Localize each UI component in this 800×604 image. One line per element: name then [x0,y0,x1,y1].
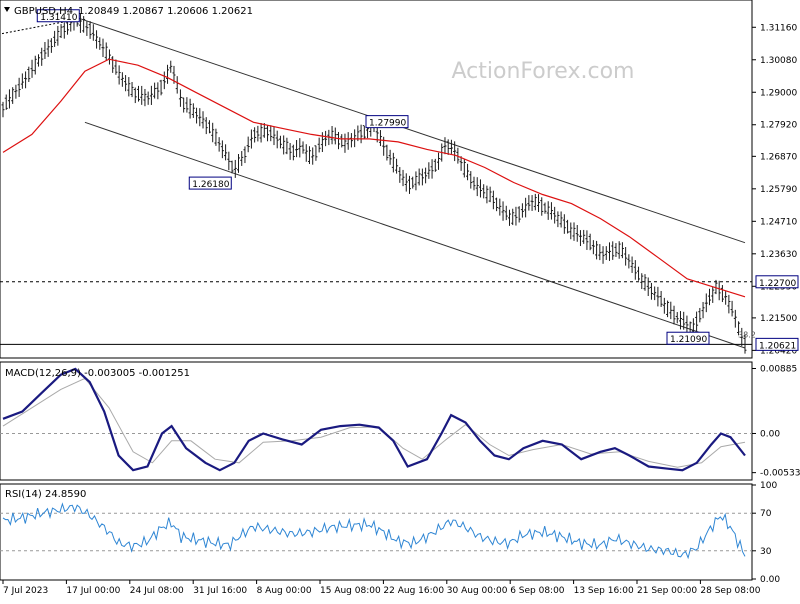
price-y-tick-label: 1.21500 [760,314,797,324]
price-annotation-box [188,176,232,190]
price-y-tick-label: 1.26870 [760,152,797,162]
rsi-y-tick-label: 0.00 [760,575,780,585]
price-panel-frame [0,0,753,359]
price-y-tick-label: 1.27920 [760,121,797,131]
price-annotation-label: 1.22700 [759,279,796,289]
high-approach-line [1,19,76,35]
price-annotation-box [365,115,409,129]
macd-panel-frame [0,361,753,481]
symbol-label: GBPUSD,H4 [14,6,73,17]
watermark: ActionForex.com [452,59,635,84]
x-tick-label: 22 Aug 16:00 [383,586,444,596]
macd-title: MACD(12,26,9) -0.003005 -0.001251 [5,368,190,379]
macd-line [2,367,746,472]
price-y-tick-label: 1.24710 [760,217,797,227]
channel-upper-trendline [75,16,746,244]
macd-y-tick-label: 0.00 [760,429,780,439]
collapse-triangle-icon[interactable] [4,7,10,12]
ohlc-label: 1.20849 1.20867 1.20606 1.20621 [78,6,253,17]
price-annotation-label: 1.21090 [670,335,707,345]
price-annotation-label: 1.31410 [40,13,77,23]
fib-level-label: 38.2 [738,330,756,339]
macd-y-tick-label: 0.00885 [760,365,797,375]
rsi-y-tick-label: 100 [760,481,777,491]
channel-lower-trendline [84,121,746,349]
rsi-y-tick-label: 30 [760,547,772,557]
x-tick-label: 15 Aug 08:00 [320,586,381,596]
macd-y-tick-label: -0.005334 [760,469,800,479]
price-annotation-label: 1.26180 [192,180,229,190]
x-axis: 7 Jul 2023 17 Jul 00:00 24 Jul 08:00 31 Jul… [2,580,761,596]
rsi-panel: 100 70 30 0.00 [0,481,780,585]
price-y-tick-label: 1.29000 [760,88,797,98]
rsi-line [2,502,746,560]
moving-average-line [2,58,746,298]
x-tick-label: 7 Jul 2023 [3,586,48,596]
price-annotation-box [666,331,710,345]
price-y-tick-label: 1.20420 [760,346,797,356]
price-annotation-label: 1.27990 [369,119,406,129]
price-panel: 1.31160 1.30080 1.29000 1.27920 1.26870 1.257… [0,9,799,356]
price-y-tick-label: 1.30080 [760,56,797,66]
x-tick-label: 28 Sep 08:00 [700,586,760,596]
price-annotation-label: 1.20621 [759,341,796,351]
price-y-tick-label: 1.25790 [760,185,797,195]
x-tick-label: 24 Jul 08:00 [130,586,184,596]
x-tick-label: 21 Sep 00:00 [637,586,697,596]
x-tick-label: 13 Sep 16:00 [574,586,634,596]
macd-panel: 0.00885 0.00 -0.005334 [0,365,800,479]
price-annotation-box [755,337,799,351]
rsi-title: RSI(14) 24.8590 [5,489,86,500]
x-tick-label: 6 Sep 08:00 [510,586,565,596]
x-tick-label: 8 Aug 00:00 [257,586,312,596]
rsi-y-tick-label: 70 [760,509,772,519]
x-tick-label: 31 Jul 16:00 [193,586,247,596]
price-y-tick-label: 1.23630 [760,250,797,260]
price-annotation-box [755,275,799,289]
x-tick-label: 17 Jul 00:00 [66,586,120,596]
price-annotation-box [36,9,80,23]
x-tick-label: 30 Aug 00:00 [447,586,508,596]
price-y-tick-label: 1.31160 [760,23,797,33]
